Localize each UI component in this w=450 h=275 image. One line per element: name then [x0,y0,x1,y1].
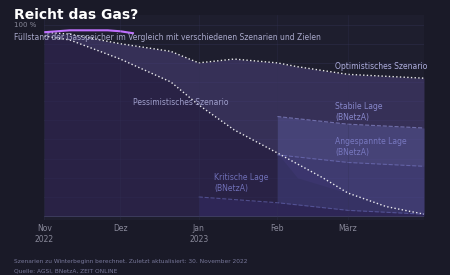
Text: Reicht das Gas?: Reicht das Gas? [14,8,138,22]
Text: Optimistisches Szenario: Optimistisches Szenario [335,62,428,71]
Text: 100 %: 100 % [14,21,37,28]
Text: Szenarien zu Winterbeginn berechnet. Zuletzt aktualisiert: 30. November 2022: Szenarien zu Winterbeginn berechnet. Zul… [14,259,247,264]
Text: Quelle: AGSI, BNetzA, ZEIT ONLINE: Quelle: AGSI, BNetzA, ZEIT ONLINE [14,269,117,274]
Text: Kritische Lage
(BNetzA): Kritische Lage (BNetzA) [214,173,268,193]
Text: Füllstand der Gasspeicher im Vergleich mit verschiedenen Szenarien und Zielen: Füllstand der Gasspeicher im Vergleich m… [14,33,320,42]
Text: Pessimistisches Szenario: Pessimistisches Szenario [133,98,229,107]
Text: Angespannte Lage
(BNetzA): Angespannte Lage (BNetzA) [335,137,407,157]
Text: Stabile Lage
(BNetzA): Stabile Lage (BNetzA) [335,102,383,122]
